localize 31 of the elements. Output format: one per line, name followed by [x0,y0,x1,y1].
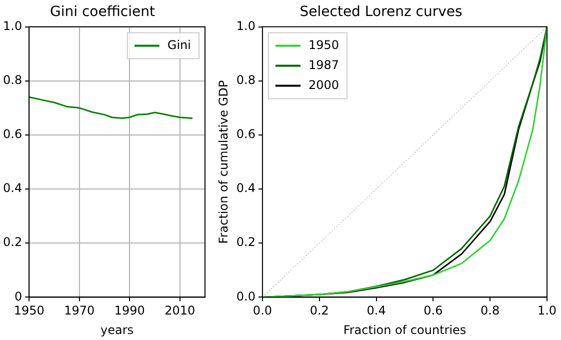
chart-title: Selected Lorenz curves [300,4,462,20]
y-tick-label: 0.8 [236,73,256,88]
y-tick-label: 0.8 [2,73,22,88]
legend-label: 1950 [308,38,340,52]
y-tick-label: 0.6 [236,127,256,142]
y-tick-label: 0.6 [2,127,22,142]
x-axis-title: years [100,322,134,337]
y-tick-label: 1.0 [236,18,256,33]
legend-label: 2000 [308,78,340,92]
x-tick-label: 1.0 [537,304,557,318]
legend-label: Gini [167,38,192,52]
legend-label: 1987 [308,58,340,72]
y-tick-label: 1.0 [2,18,22,33]
y-tick-label: 0.2 [236,235,256,250]
y-tick-label: 0.0 [236,289,256,304]
x-tick-label: 0.2 [310,304,329,318]
chart-title: Gini coefficient [50,4,156,20]
y-tick-label: 0 [14,289,22,304]
x-tick-label: 0.8 [480,304,500,318]
y-axis-title: Fraction of cumulative GDP [216,80,230,244]
x-tick-label: 2010 [164,304,196,318]
x-axis-title: Fraction of countries [343,322,466,337]
x-tick-label: 0.4 [366,304,386,318]
x-tick-label: 1970 [64,304,95,318]
x-tick-label: 1950 [14,304,44,318]
y-tick-label: 0.4 [2,181,22,196]
x-tick-label: 0.0 [252,304,272,318]
y-tick-label: 0.2 [2,235,22,250]
y-tick-label: 0.4 [236,181,256,196]
x-tick-label: 0.6 [424,304,443,318]
x-tick-label: 1990 [114,304,145,318]
